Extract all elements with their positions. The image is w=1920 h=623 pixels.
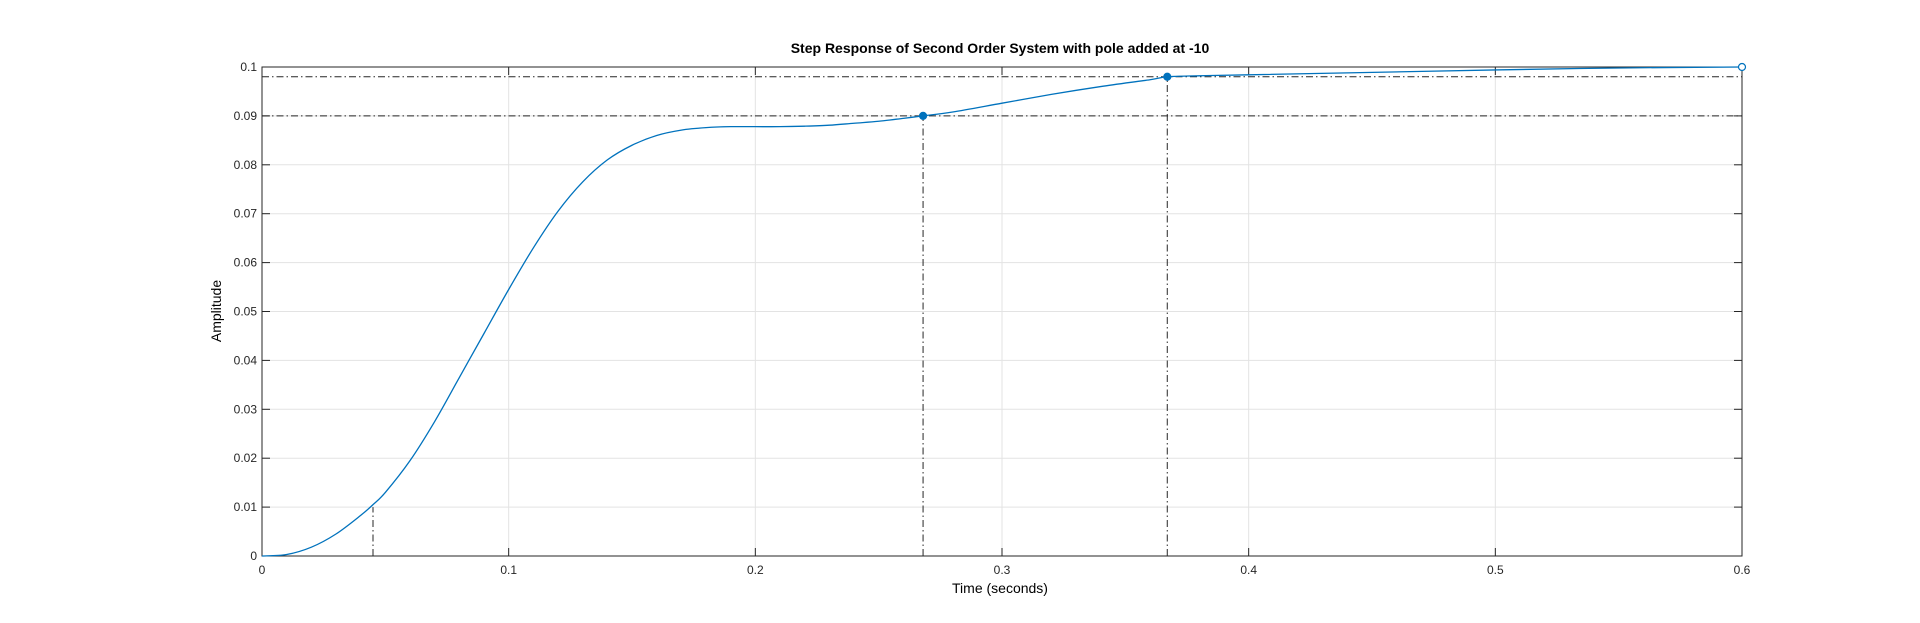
chart-title: Step Response of Second Order System wit… [791, 40, 1210, 56]
x-tick-label: 0.3 [994, 563, 1011, 577]
y-tick-label: 0.06 [234, 256, 258, 270]
y-tick-label: 0.07 [234, 207, 258, 221]
x-tick-label: 0.1 [500, 563, 517, 577]
y-tick-label: 0.1 [240, 60, 257, 74]
y-tick-label: 0.01 [234, 500, 258, 514]
axes [261, 66, 1743, 557]
y-tick-label: 0.02 [234, 451, 258, 465]
x-tick-label: 0.5 [1487, 563, 1504, 577]
marker-final-value [1737, 62, 1747, 72]
x-tick-label: 0.6 [1734, 563, 1751, 577]
step-response-line [261, 66, 1743, 557]
y-axis-label: Amplitude [208, 280, 224, 342]
x-axis-label: Time (seconds) [952, 580, 1048, 596]
tick-labels: 0 0.1 0.2 0.3 0.4 0.5 0.6 0 0.01 0.02 0.03 0.04 0.05… [234, 60, 1751, 577]
y-tick-label: 0.08 [234, 158, 258, 172]
x-tick-label: 0.4 [1240, 563, 1257, 577]
y-tick-label: 0.05 [234, 305, 258, 319]
x-tick-label: 0.2 [747, 563, 764, 577]
series-layer [261, 66, 1743, 557]
y-tick-label: 0.03 [234, 402, 258, 416]
y-tick-label: 0.09 [234, 109, 258, 123]
marker-layer [918, 62, 1747, 121]
marker-rise-end [918, 111, 928, 121]
y-tick-label: 0 [250, 549, 257, 563]
x-tick-label: 0 [259, 563, 266, 577]
marker-settling [1163, 72, 1172, 81]
y-tick-label: 0.04 [234, 353, 258, 367]
